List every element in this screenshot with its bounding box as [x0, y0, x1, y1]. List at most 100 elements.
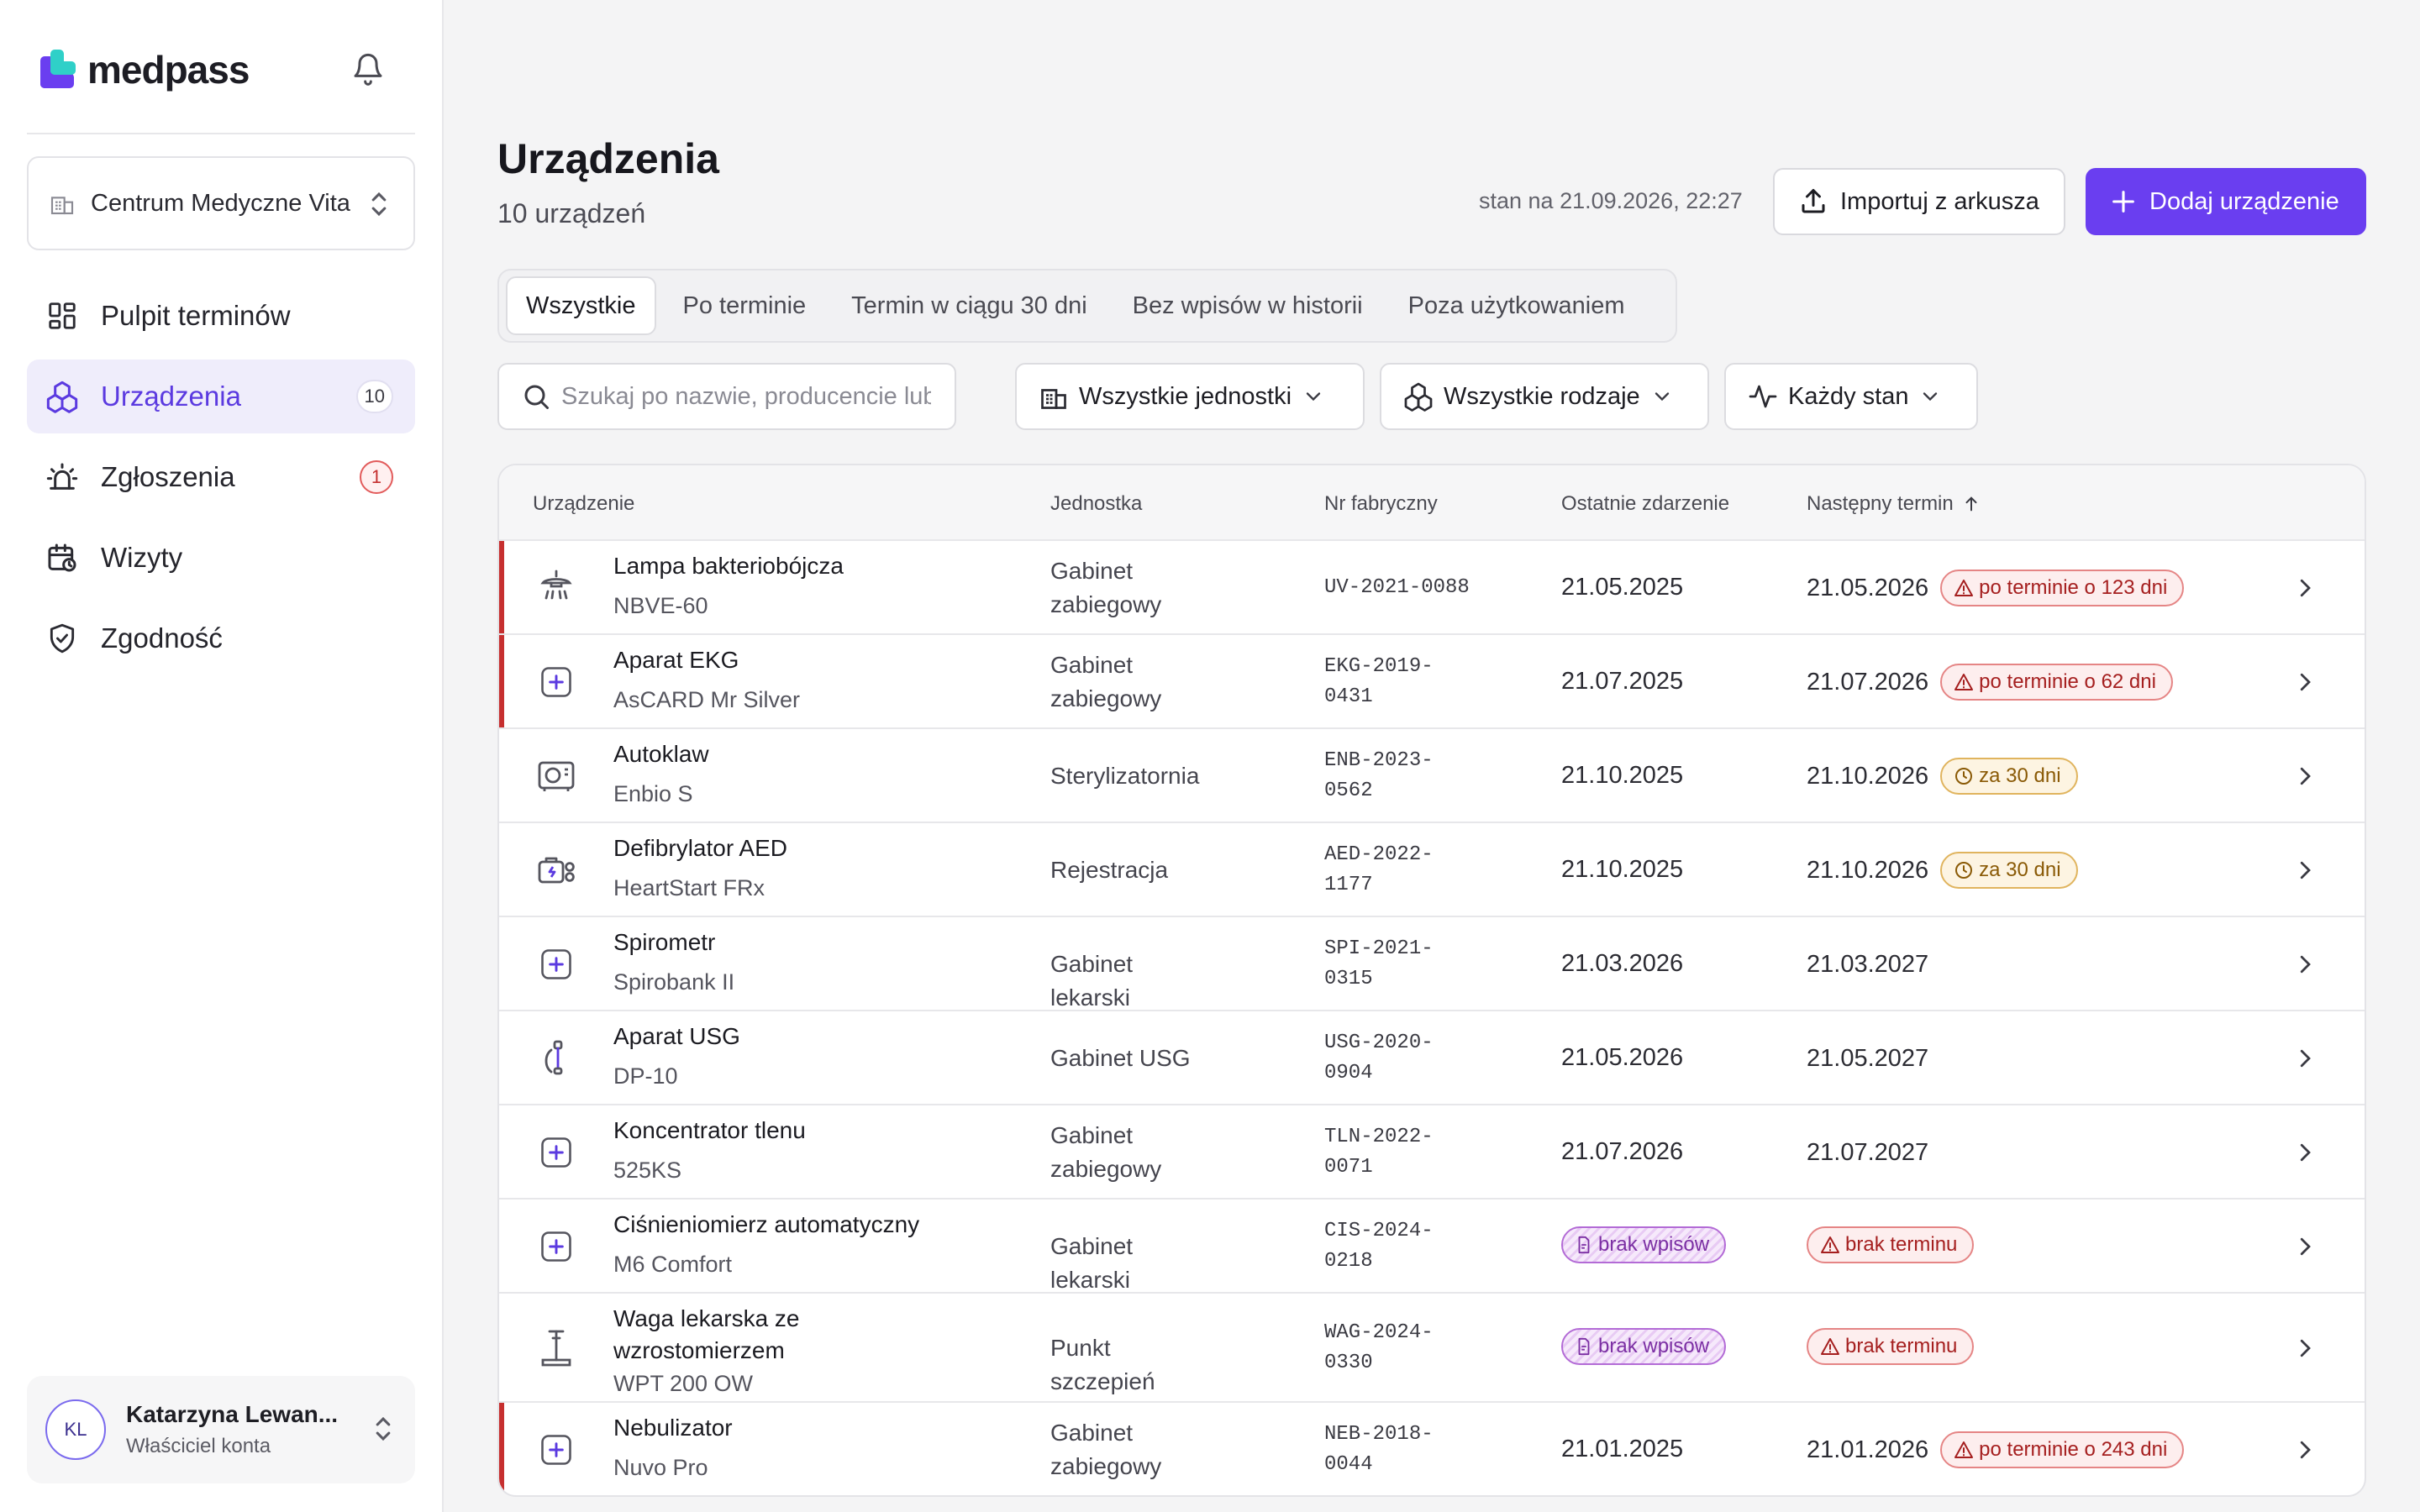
search-icon [524, 385, 549, 409]
device-serial: EKG-2019- 0431 [1324, 652, 1492, 712]
tab-due-30-days[interactable]: Termin w ciągu 30 dni [851, 291, 1087, 319]
open-device-button[interactable] [2292, 1046, 2317, 1075]
shield-icon [45, 622, 79, 655]
chevron-right-icon [2300, 767, 2311, 785]
column-header-device[interactable]: Urządzenie [533, 492, 635, 515]
table-row[interactable]: Aparat EKG AsCARD Mr Silver Gabinet zabi… [499, 633, 2365, 727]
device-unit-line2: zabiegowy [1050, 685, 1162, 711]
device-serial: NEB-2018- 0044 [1324, 1420, 1492, 1480]
state-filter[interactable]: Każdy stan [1724, 363, 1978, 430]
open-device-button[interactable] [2292, 858, 2317, 887]
table-row[interactable]: Ciśnieniomierz automatyczny M6 Comfort G… [499, 1198, 2365, 1293]
table-row[interactable]: Lampa bakteriobójcza NBVE-60 Gabinet zab… [499, 539, 2365, 633]
user-info: Katarzyna Lewan... Właściciel konta [126, 1401, 338, 1458]
device-unit: Gabinet lekarski [1050, 1230, 1218, 1297]
tab-all[interactable]: Wszystkie [506, 276, 656, 335]
document-icon [1578, 1236, 1590, 1254]
next-due-date: 21.10.2026 [1807, 856, 1929, 884]
tab-no-history[interactable]: Bez wpisów w historii [1132, 291, 1363, 319]
document-icon [1578, 1337, 1590, 1356]
open-device-button[interactable] [2292, 1140, 2317, 1169]
add-device-button[interactable]: Dodaj urządzenie [2086, 168, 2366, 235]
user-name: Katarzyna Lewan... [126, 1401, 339, 1427]
kind-filter[interactable]: Wszystkie rodzaje [1380, 363, 1709, 430]
page-title: Urządzenia [497, 135, 719, 182]
column-header-serial[interactable]: Nr fabryczny [1324, 492, 1438, 515]
next-due-date: 21.03.2027 [1807, 950, 1929, 978]
org-switcher[interactable]: Centrum Medyczne Vita [27, 156, 415, 250]
chevron-right-icon [2300, 1441, 2311, 1459]
device-serial-line1: CIS-2024- [1324, 1220, 1434, 1242]
user-menu[interactable]: KL Katarzyna Lewan... Właściciel konta [27, 1376, 415, 1483]
device-name: Koncentrator tlenu [613, 1117, 806, 1143]
device-model: NBVE-60 [613, 593, 708, 618]
table-row[interactable]: Nebulizator Nuvo Pro Gabinet zabiegowy N… [499, 1401, 2365, 1495]
avatar: KL [45, 1399, 106, 1460]
chevron-right-icon [2300, 1339, 2311, 1357]
device-unit-line1: Gabinet lekarski [1050, 1233, 1134, 1293]
clock-icon [1955, 862, 1973, 879]
column-header-last-event[interactable]: Ostatnie zdarzenie [1561, 492, 1730, 515]
device-name: Waga lekarska ze [613, 1305, 800, 1331]
chevron-down-icon [1655, 392, 1669, 402]
clock-icon [1955, 768, 1973, 785]
devices-table: Urządzenie Jednostka Nr fabryczny Ostatn… [497, 464, 2366, 1497]
table-row[interactable]: Aparat USG DP-10 Gabinet USG USG-2020- 0… [499, 1010, 2365, 1104]
chevron-right-icon [2300, 1049, 2311, 1068]
device-unit-line1: Rejestracja [1050, 857, 1169, 883]
device-name: Lampa bakteriobójcza [613, 553, 844, 579]
plus-box-icon [536, 662, 576, 702]
device-unit-line1: Sterylizatornia [1050, 763, 1200, 789]
upload-icon [1802, 189, 1825, 213]
open-device-button[interactable] [2292, 952, 2317, 981]
next-due: 21.01.2026 po terminie o 243 dni [1807, 1430, 2185, 1470]
next-due: 21.10.2026 za 30 dni [1807, 850, 2078, 890]
chevron-down-icon [1923, 392, 1938, 402]
nav-item-devices[interactable]: Urządzenia 10 [27, 360, 415, 433]
last-event: brak wpisów [1561, 1226, 1727, 1263]
nav-item-compliance[interactable]: Zgodność [27, 601, 415, 675]
column-header-next-due-label: Następny termin [1807, 492, 1954, 515]
open-device-button[interactable] [2292, 1437, 2317, 1467]
reports-count-badge: 1 [360, 460, 393, 494]
import-button[interactable]: Importuj z arkusza [1773, 168, 2065, 235]
next-due: 21.07.2027 [1807, 1132, 1928, 1173]
table-row[interactable]: Defibrylator AED HeartStart FRx Rejestra… [499, 822, 2365, 916]
main-content: Urządzenia 10 urządzeń stan na 21.09.202… [444, 0, 2420, 1512]
table-row[interactable]: Waga lekarska ze wzrostomierzem WPT 200 … [499, 1292, 2365, 1401]
last-event-date: 21.01.2025 [1561, 1436, 1684, 1462]
device-name: Spirometr [613, 929, 716, 955]
nav-item-dashboard[interactable]: Pulpit terminów [27, 279, 415, 353]
device-unit-line1: Gabinet [1050, 1420, 1134, 1446]
no-deadline-badge: brak terminu [1807, 1328, 1975, 1365]
open-device-button[interactable] [2292, 575, 2317, 605]
user-role: Właściciel konta [126, 1435, 271, 1457]
nav-item-reports[interactable]: Zgłoszenia 1 [27, 440, 415, 514]
unit-filter[interactable]: Wszystkie jednostki [1015, 363, 1365, 430]
device-unit-line2: zabiegowy [1050, 1156, 1162, 1182]
tab-overdue[interactable]: Po terminie [682, 291, 807, 319]
bell-icon [354, 53, 382, 86]
plus-box-icon [536, 1226, 576, 1267]
column-header-unit[interactable]: Jednostka [1050, 492, 1143, 515]
tab-out-of-use[interactable]: Poza użytkowaniem [1407, 291, 1625, 319]
add-label: Dodaj urządzenie [2149, 187, 2339, 215]
devices-count-badge: 10 [355, 380, 393, 413]
next-due: 21.05.2026 po terminie o 123 dni [1807, 568, 2185, 608]
device-name: Aparat EKG [613, 647, 739, 673]
table-row[interactable]: Autoklaw Enbio S Sterylizatornia ENB-202… [499, 727, 2365, 822]
device-serial-line1: SPI-2021- [1324, 937, 1434, 960]
nav-item-visits[interactable]: Wizyty [27, 521, 415, 595]
device-unit-line1: Gabinet [1050, 1122, 1134, 1148]
logo[interactable]: medpass [39, 47, 250, 92]
last-event-date: 21.10.2025 [1561, 856, 1684, 883]
notifications-button[interactable] [351, 50, 385, 92]
table-row[interactable]: Spirometr Spirobank II Gabinet lekarski … [499, 916, 2365, 1011]
search-input[interactable]: Szukaj po nazwie, producencie lub [497, 363, 956, 430]
open-device-button[interactable] [2292, 764, 2317, 793]
table-row[interactable]: Koncentrator tlenu 525KS Gabinet zabiego… [499, 1104, 2365, 1198]
open-device-button[interactable] [2292, 1336, 2317, 1365]
open-device-button[interactable] [2292, 1234, 2317, 1263]
open-device-button[interactable] [2292, 669, 2317, 699]
column-header-next-due[interactable]: Następny termin [1807, 492, 1981, 516]
